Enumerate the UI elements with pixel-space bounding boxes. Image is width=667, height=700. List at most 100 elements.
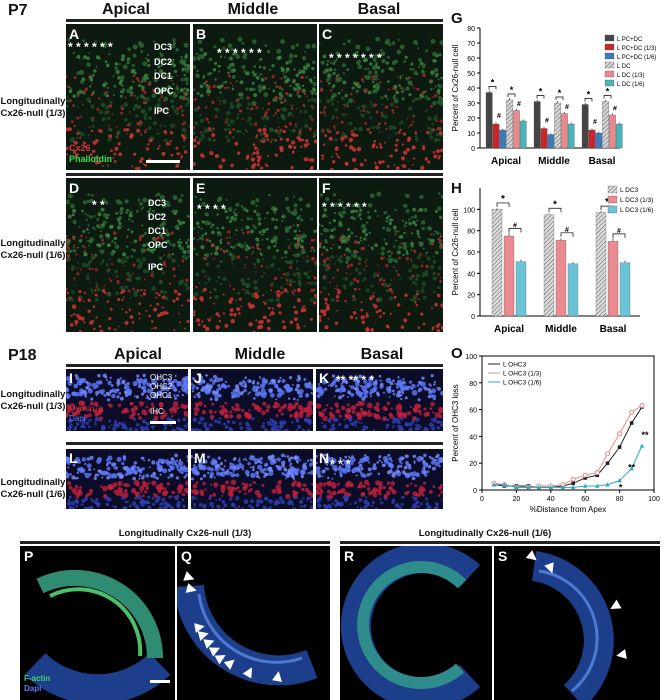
texture-dot <box>120 111 124 115</box>
texture-dot <box>336 288 339 291</box>
texture-dot <box>159 194 165 200</box>
texture-dot <box>348 137 354 143</box>
texture-dot <box>148 81 152 85</box>
texture-dot <box>209 72 213 75</box>
texture-dot <box>279 420 284 425</box>
texture-dot <box>198 54 201 57</box>
texture-dot <box>91 499 95 503</box>
texture-dot <box>108 124 110 127</box>
texture-dot <box>312 249 316 252</box>
texture-dot <box>388 463 391 466</box>
texture-dot <box>392 111 395 114</box>
texture-dot <box>89 198 94 204</box>
texture-dot <box>245 225 250 230</box>
texture-dot <box>170 459 177 466</box>
texture-dot <box>258 376 262 379</box>
texture-dot <box>168 282 172 285</box>
texture-dot <box>66 410 69 414</box>
texture-dot <box>112 94 115 97</box>
texture-dot <box>282 72 285 75</box>
texture-dot <box>110 424 113 427</box>
texture-dot <box>339 474 343 478</box>
texture-dot <box>363 485 366 488</box>
texture-dot <box>93 327 96 331</box>
texture-dot <box>362 425 365 428</box>
texture-dot <box>392 379 395 383</box>
texture-dot <box>102 485 108 492</box>
texture-dot <box>117 142 121 146</box>
texture-dot <box>108 277 111 280</box>
texture-dot <box>112 75 115 77</box>
texture-dot <box>276 425 280 428</box>
texture-dot <box>94 160 99 165</box>
texture-dot <box>271 307 274 310</box>
texture-dot <box>294 54 298 58</box>
texture-dot <box>303 157 308 162</box>
texture-dot <box>74 152 79 157</box>
texture-dot <box>122 252 127 257</box>
sig-hash: # <box>497 113 501 120</box>
texture-dot <box>124 320 129 325</box>
legend-label: L DC3 (1/3) <box>620 197 653 204</box>
y-tick-label: 30 <box>467 101 475 108</box>
texture-dot <box>149 304 152 307</box>
texture-dot <box>240 228 244 232</box>
texture-dot <box>79 136 82 139</box>
texture-dot <box>154 104 159 109</box>
texture-dot <box>412 416 417 421</box>
texture-dot <box>417 409 422 414</box>
texture-dot <box>379 142 382 146</box>
texture-dot <box>414 301 417 304</box>
texture-dot <box>340 136 345 141</box>
texture-dot <box>94 40 98 43</box>
texture-dot <box>236 307 241 312</box>
texture-dot <box>191 506 193 509</box>
texture-dot <box>300 474 304 479</box>
texture-dot <box>93 69 97 73</box>
texture-dot <box>241 41 245 45</box>
texture-dot <box>292 81 295 84</box>
texture-dot <box>340 120 344 124</box>
texture-dot <box>87 224 90 227</box>
texture-dot <box>215 312 220 316</box>
texture-dot <box>375 310 379 314</box>
texture-dot <box>83 291 87 295</box>
texture-dot <box>113 231 117 235</box>
texture-dot <box>87 231 91 234</box>
texture-dot <box>412 294 418 300</box>
texture-dot <box>309 90 313 93</box>
texture-dot <box>119 474 125 479</box>
texture-dot <box>146 395 150 398</box>
texture-dot <box>248 455 254 461</box>
texture-dot <box>305 76 308 79</box>
texture-dot <box>157 97 162 102</box>
texture-dot <box>298 214 301 218</box>
panel-R-wholemount: R <box>340 546 492 700</box>
texture-dot <box>195 272 200 277</box>
texture-dot <box>394 132 398 135</box>
texture-dot <box>209 151 214 156</box>
texture-dot <box>330 298 335 302</box>
texture-dot <box>184 55 188 59</box>
texture-dot <box>299 218 304 222</box>
texture-dot <box>287 471 292 476</box>
texture-dot <box>334 202 339 207</box>
texture-dot <box>169 60 175 66</box>
texture-dot <box>395 503 398 506</box>
texture-dot <box>255 474 260 479</box>
texture-dot <box>143 163 147 167</box>
texture-dot <box>140 428 145 431</box>
texture-dot <box>374 480 381 486</box>
texture-dot <box>106 300 110 303</box>
texture-dot <box>129 472 132 475</box>
texture-dot <box>367 111 371 114</box>
texture-dot <box>221 507 225 509</box>
texture-dot <box>142 389 147 394</box>
texture-dot <box>231 262 234 265</box>
scale-bar <box>146 160 180 163</box>
bar <box>607 241 619 317</box>
texture-dot <box>259 456 263 461</box>
texture-dot <box>391 389 395 393</box>
texture-dot <box>129 86 134 91</box>
texture-dot <box>75 422 79 426</box>
